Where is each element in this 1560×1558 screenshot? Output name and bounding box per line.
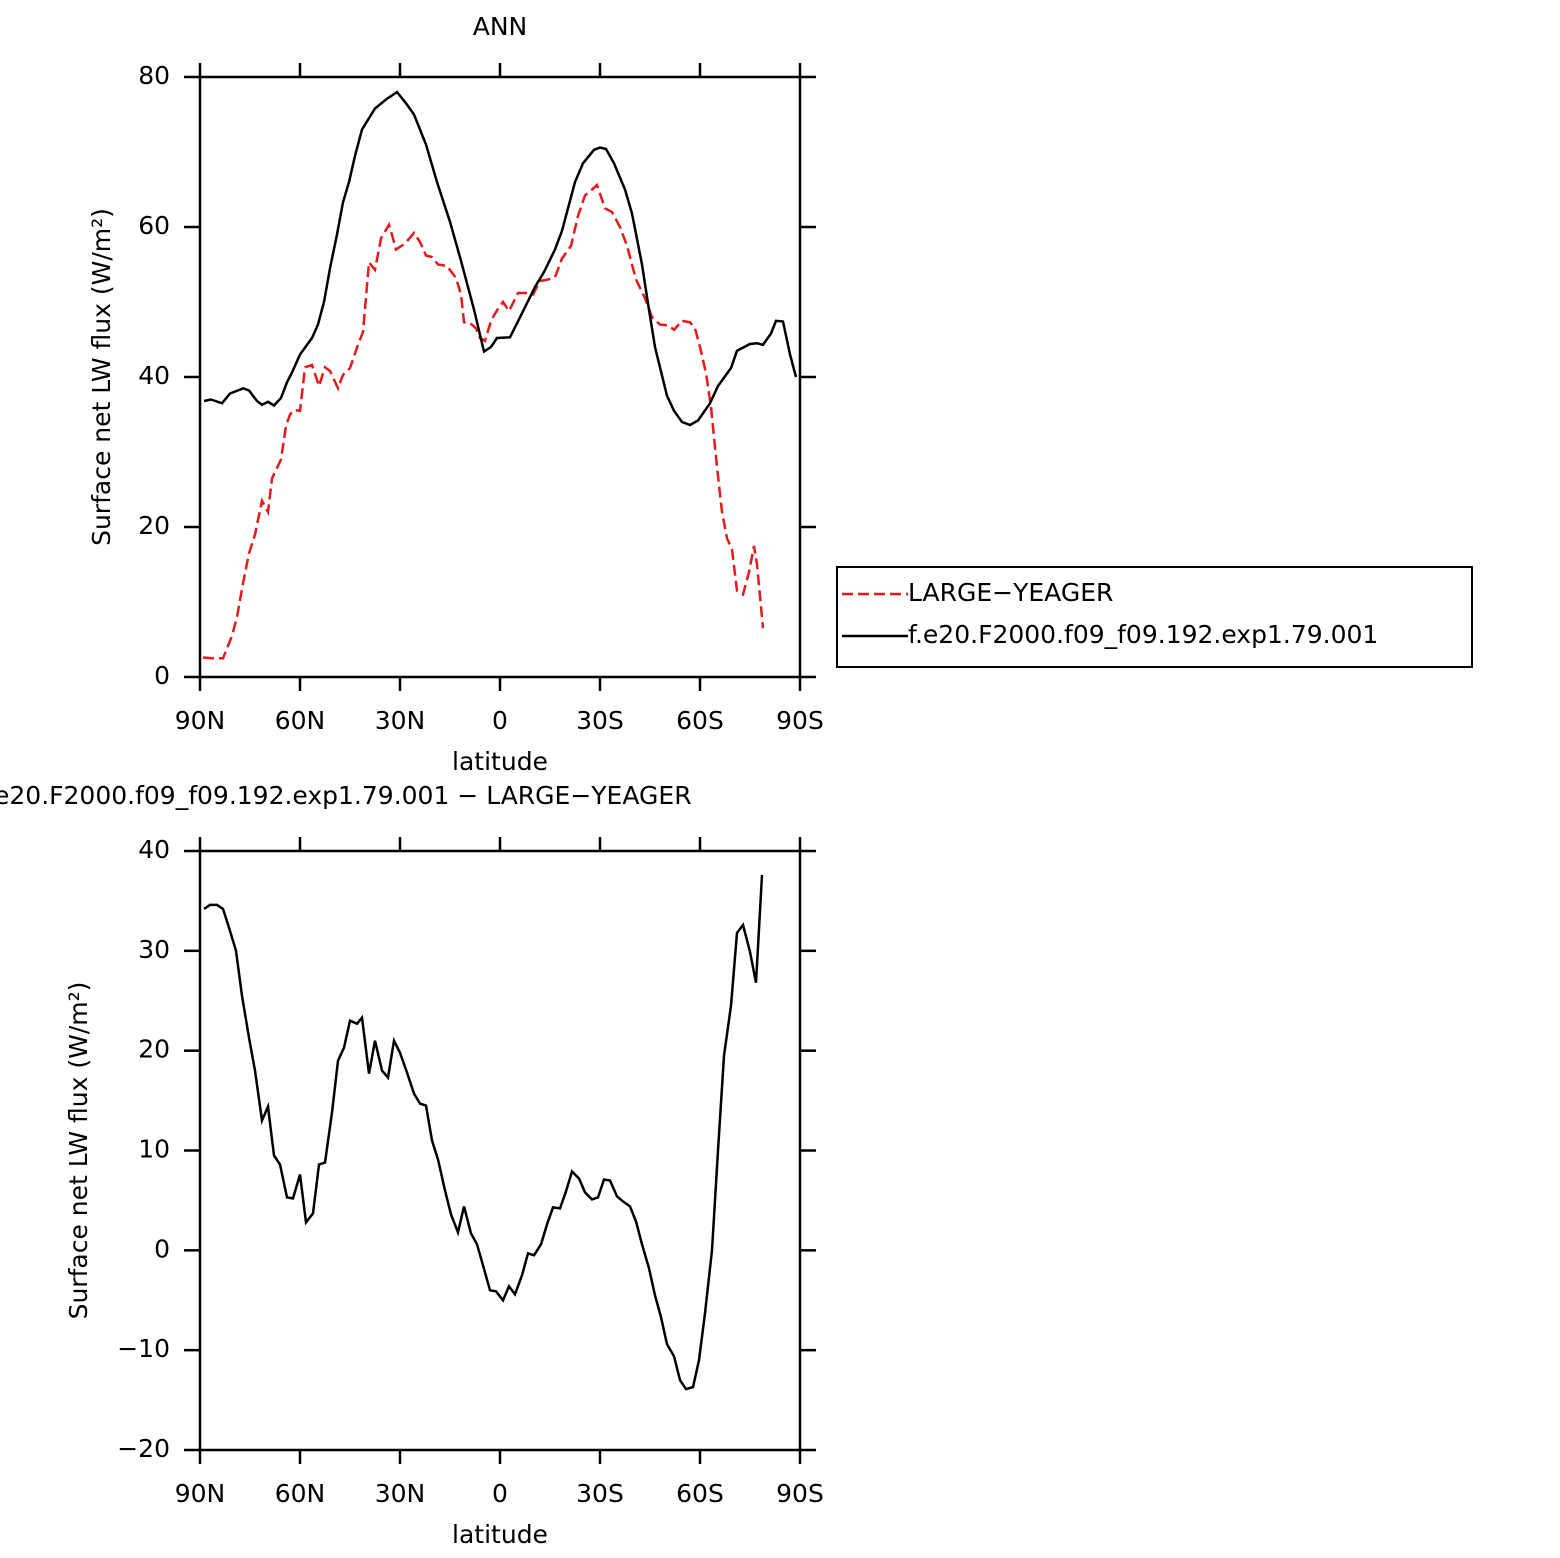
legend-label: f.e20.F2000.f09_f09.192.exp1.79.001 (908, 620, 1378, 649)
data-line (202, 182, 765, 660)
x-tick-label: 90N (175, 706, 226, 735)
x-tick-label: 30S (576, 706, 624, 735)
y-tick-label: 30 (138, 935, 170, 964)
data-line (203, 874, 764, 1391)
x-axis-label: latitude (452, 747, 548, 776)
y-tick-label: 20 (138, 511, 170, 540)
y-tick-label: 20 (138, 1035, 170, 1064)
y-tick-label: 40 (138, 361, 170, 390)
x-tick-label: 90S (776, 1479, 824, 1508)
x-tick-label: 0 (492, 706, 508, 735)
y-tick-label: −10 (117, 1334, 170, 1363)
y-tick-label: 80 (138, 61, 170, 90)
y-tick-label: −20 (117, 1434, 170, 1463)
x-tick-label: 30S (576, 1479, 624, 1508)
legend-box (836, 566, 1473, 668)
y-tick-label: 0 (154, 661, 170, 690)
x-axis-label: latitude (452, 1520, 548, 1549)
plot-frame (198, 849, 802, 1452)
chart-title: e20.F2000.f09_f09.192.exp1.79.001 − LARG… (0, 781, 692, 810)
data-line (203, 90, 798, 427)
y-axis-label: Surface net LW flux (W/m²) (87, 208, 116, 546)
legend-label: LARGE−YEAGER (908, 578, 1113, 607)
y-tick-label: 10 (138, 1135, 170, 1164)
x-tick-label: 30N (375, 706, 426, 735)
x-tick-label: 30N (375, 1479, 426, 1508)
y-tick-label: 40 (138, 835, 170, 864)
x-tick-label: 60S (676, 1479, 724, 1508)
x-tick-label: 60N (275, 706, 326, 735)
chart-title: ANN (473, 12, 528, 41)
x-tick-label: 60S (676, 706, 724, 735)
x-tick-label: 90S (776, 706, 824, 735)
x-tick-label: 60N (275, 1479, 326, 1508)
x-tick-label: 90N (175, 1479, 226, 1508)
y-tick-label: 0 (154, 1234, 170, 1263)
y-tick-label: 60 (138, 211, 170, 240)
x-tick-label: 0 (492, 1479, 508, 1508)
y-axis-label: Surface net LW flux (W/m²) (64, 982, 93, 1320)
